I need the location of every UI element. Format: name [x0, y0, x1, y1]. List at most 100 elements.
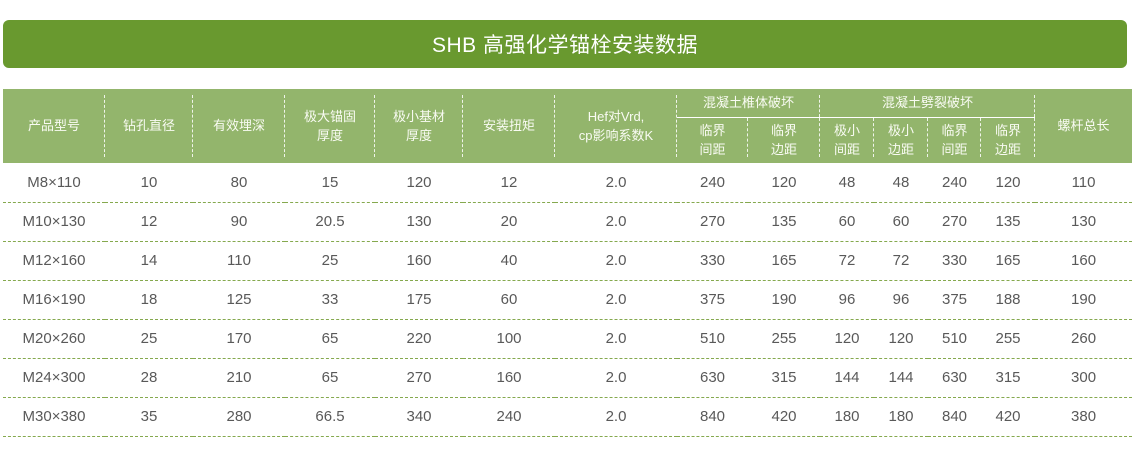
- spec-table: 产品型号 钻孔直径 有效埋深 极大锚固 厚度 极小基材 厚度 安装扭矩 Hef对…: [3, 89, 1133, 437]
- value-cell: 160: [463, 358, 555, 398]
- page-title: SHB 高强化学锚栓安装数据: [431, 34, 698, 57]
- value-cell: 315: [748, 358, 821, 398]
- table-row: M24×300 28 210 65 270 160 2.0 630 315 144 144 630 31…: [3, 358, 1133, 398]
- value-cell: 80: [193, 163, 285, 203]
- product-model-cell: M24×300: [3, 358, 105, 398]
- value-cell: 420: [748, 397, 821, 437]
- value-cell: 280: [193, 397, 285, 437]
- value-cell: 255: [981, 319, 1036, 359]
- value-cell: 18: [105, 280, 193, 320]
- value-cell: 144: [820, 358, 875, 398]
- value-cell: 65: [285, 358, 375, 398]
- col-header-min-base-thickness: 极小基材 厚度: [375, 89, 463, 163]
- value-cell: 125: [193, 280, 285, 320]
- table-row: M12×160 14 110 25 160 40 2.0 330 165 72 72 330 165 16…: [3, 241, 1133, 281]
- col-header-install-torque: 安装扭矩: [463, 89, 555, 163]
- value-cell: 270: [375, 358, 463, 398]
- value-cell: 240: [677, 163, 748, 203]
- value-cell: 375: [928, 280, 982, 320]
- value-cell: 240: [928, 163, 982, 203]
- value-cell: 48: [874, 163, 929, 203]
- value-cell: 840: [677, 397, 748, 437]
- value-cell: 130: [375, 202, 463, 242]
- col-header-effective-depth: 有效埋深: [193, 89, 285, 163]
- sub-header-split-min-spacing: 极小 间距: [820, 117, 875, 163]
- sub-header-split-critical-edge: 临界 边距: [981, 117, 1036, 163]
- value-cell: 60: [874, 202, 929, 242]
- value-cell: 144: [874, 358, 929, 398]
- value-cell: 240: [463, 397, 555, 437]
- value-cell: 510: [677, 319, 748, 359]
- value-cell: 330: [677, 241, 748, 281]
- value-cell: 2.0: [555, 319, 677, 359]
- value-cell: 2.0: [555, 241, 677, 281]
- sub-header-split-critical-spacing: 临界 间距: [928, 117, 982, 163]
- value-cell: 2.0: [555, 397, 677, 437]
- value-cell: 28: [105, 358, 193, 398]
- value-cell: 190: [1035, 280, 1133, 320]
- value-cell: 180: [874, 397, 929, 437]
- table-header: 产品型号 钻孔直径 有效埋深 极大锚固 厚度 极小基材 厚度 安装扭矩 Hef对…: [3, 89, 1133, 163]
- value-cell: 110: [193, 241, 285, 281]
- value-cell: 180: [820, 397, 875, 437]
- value-cell: 190: [748, 280, 821, 320]
- col-header-max-anchor-thickness: 极大锚固 厚度: [285, 89, 375, 163]
- value-cell: 120: [981, 163, 1036, 203]
- product-model-cell: M30×380: [3, 397, 105, 437]
- group-header-concrete-splitting-failure: 混凝土劈裂破坏: [820, 89, 1036, 118]
- value-cell: 630: [928, 358, 982, 398]
- value-cell: 40: [463, 241, 555, 281]
- value-cell: 120: [874, 319, 929, 359]
- value-cell: 25: [105, 319, 193, 359]
- value-cell: 260: [1035, 319, 1133, 359]
- value-cell: 135: [748, 202, 821, 242]
- value-cell: 110: [1035, 163, 1133, 203]
- value-cell: 160: [1035, 241, 1133, 281]
- col-header-hef-k-factor: Hef对Vrd, cp影响系数K: [555, 89, 677, 163]
- value-cell: 120: [820, 319, 875, 359]
- value-cell: 510: [928, 319, 982, 359]
- value-cell: 630: [677, 358, 748, 398]
- value-cell: 100: [463, 319, 555, 359]
- value-cell: 25: [285, 241, 375, 281]
- col-header-total-rod-length: 螺杆总长: [1035, 89, 1133, 163]
- value-cell: 160: [375, 241, 463, 281]
- page-title-bar: SHB 高强化学锚栓安装数据: [3, 20, 1127, 68]
- value-cell: 375: [677, 280, 748, 320]
- value-cell: 14: [105, 241, 193, 281]
- product-model-cell: M8×110: [3, 163, 105, 203]
- value-cell: 65: [285, 319, 375, 359]
- value-cell: 840: [928, 397, 982, 437]
- table-row: M10×130 12 90 20.5 130 20 2.0 270 135 60 60 270 135 1…: [3, 202, 1133, 242]
- value-cell: 90: [193, 202, 285, 242]
- value-cell: 12: [463, 163, 555, 203]
- product-model-cell: M16×190: [3, 280, 105, 320]
- value-cell: 15: [285, 163, 375, 203]
- value-cell: 20.5: [285, 202, 375, 242]
- value-cell: 255: [748, 319, 821, 359]
- value-cell: 2.0: [555, 280, 677, 320]
- value-cell: 48: [820, 163, 875, 203]
- value-cell: 2.0: [555, 358, 677, 398]
- table-row: M16×190 18 125 33 175 60 2.0 375 190 96 96 375 188 19…: [3, 280, 1133, 320]
- value-cell: 165: [981, 241, 1036, 281]
- value-cell: 270: [928, 202, 982, 242]
- table-body: M8×110 10 80 15 120 12 2.0 240 120 48 48 240 120 110 M…: [3, 163, 1133, 437]
- value-cell: 2.0: [555, 163, 677, 203]
- value-cell: 210: [193, 358, 285, 398]
- value-cell: 188: [981, 280, 1036, 320]
- value-cell: 96: [874, 280, 929, 320]
- value-cell: 10: [105, 163, 193, 203]
- value-cell: 120: [375, 163, 463, 203]
- product-model-cell: M12×160: [3, 241, 105, 281]
- value-cell: 175: [375, 280, 463, 320]
- value-cell: 420: [981, 397, 1036, 437]
- table-row: M20×260 25 170 65 220 100 2.0 510 255 120 120 510 25…: [3, 319, 1133, 359]
- value-cell: 165: [748, 241, 821, 281]
- value-cell: 96: [820, 280, 875, 320]
- value-cell: 120: [748, 163, 821, 203]
- value-cell: 340: [375, 397, 463, 437]
- value-cell: 72: [874, 241, 929, 281]
- header-row-sub: 临界 间距 临界 边距 极小 间距 极小 边距 临界 间距 临界 边距: [3, 117, 1132, 163]
- value-cell: 2.0: [555, 202, 677, 242]
